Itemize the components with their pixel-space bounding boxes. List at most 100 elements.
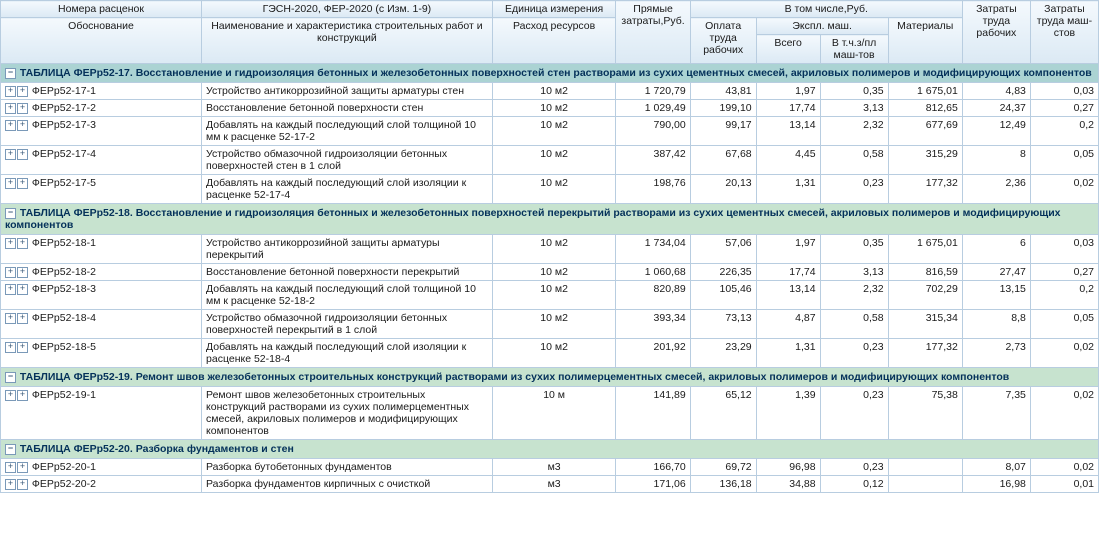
expand-icon[interactable]: + xyxy=(17,479,28,490)
cell-unit: м3 xyxy=(492,476,616,493)
cell-val-5: 16,98 xyxy=(962,476,1030,493)
expand-icon[interactable]: + xyxy=(5,462,16,473)
cell-desc: Устройство антикоррозийной защиты армату… xyxy=(202,83,493,100)
expand-icon[interactable]: + xyxy=(17,462,28,473)
expand-icon[interactable]: + xyxy=(17,313,28,324)
cell-val-1: 67,68 xyxy=(690,146,756,175)
table-row[interactable]: ++ ФЕРр52-20-1Разборка бутобетонных фунд… xyxy=(1,459,1099,476)
expand-icon[interactable]: + xyxy=(5,313,16,324)
table-row[interactable]: ++ ФЕРр52-17-2Восстановление бетонной по… xyxy=(1,100,1099,117)
table-header: Номера расценок ГЭСН-2020, ФЕР-2020 (с И… xyxy=(1,1,1099,64)
expand-icon[interactable]: + xyxy=(17,284,28,295)
expand-icon[interactable]: + xyxy=(5,103,16,114)
cell-val-3: 0,12 xyxy=(820,476,888,493)
cell-unit: 10 м2 xyxy=(492,146,616,175)
code-text: ФЕРр52-18-4 xyxy=(32,312,96,324)
cell-val-0: 201,92 xyxy=(616,339,690,368)
table-row[interactable]: ++ ФЕРр52-17-3Добавлять на каждый послед… xyxy=(1,117,1099,146)
hdr-just: Обоснование xyxy=(1,18,202,64)
code-text: ФЕРр52-17-1 xyxy=(32,85,96,97)
hdr-name-src: ГЭСН-2020, ФЕР-2020 (с Изм. 1-9) xyxy=(202,1,493,18)
collapse-icon[interactable]: − xyxy=(5,208,16,219)
cell-unit: 10 м2 xyxy=(492,83,616,100)
table-row[interactable]: ++ ФЕРр52-17-4Устройство обмазочной гидр… xyxy=(1,146,1099,175)
cell-val-5: 27,47 xyxy=(962,264,1030,281)
cell-val-2: 1,97 xyxy=(756,235,820,264)
code-text: ФЕРр52-18-2 xyxy=(32,266,96,278)
expand-icon[interactable]: + xyxy=(17,149,28,160)
cell-val-3: 0,58 xyxy=(820,146,888,175)
cell-unit: 10 м2 xyxy=(492,264,616,281)
cell-val-0: 1 060,68 xyxy=(616,264,690,281)
expand-icon[interactable]: + xyxy=(17,267,28,278)
hdr-rate: Расход ресурсов xyxy=(492,18,616,64)
expand-icon[interactable]: + xyxy=(5,284,16,295)
group-header[interactable]: − ТАБЛИЦА ФЕРр52-20. Разборка фундаменто… xyxy=(1,440,1099,459)
cell-val-0: 1 734,04 xyxy=(616,235,690,264)
cell-val-5: 24,37 xyxy=(962,100,1030,117)
cell-val-3: 2,32 xyxy=(820,117,888,146)
cell-desc: Добавлять на каждый последующий слой тол… xyxy=(202,281,493,310)
table-row[interactable]: ++ ФЕРр52-17-5Добавлять на каждый послед… xyxy=(1,175,1099,204)
expand-icon[interactable]: + xyxy=(17,120,28,131)
code-text: ФЕРр52-18-1 xyxy=(32,237,96,249)
expand-icon[interactable]: + xyxy=(5,120,16,131)
table-row[interactable]: ++ ФЕРр52-18-3Добавлять на каждый послед… xyxy=(1,281,1099,310)
collapse-icon[interactable]: − xyxy=(5,372,16,383)
cell-unit: 10 м2 xyxy=(492,117,616,146)
expand-icon[interactable]: + xyxy=(5,86,16,97)
expand-icon[interactable]: + xyxy=(17,342,28,353)
cell-code: ++ ФЕРр52-20-1 xyxy=(1,459,202,476)
cell-val-6: 0,01 xyxy=(1030,476,1098,493)
expand-icon[interactable]: + xyxy=(5,178,16,189)
cell-code: ++ ФЕРр52-18-2 xyxy=(1,264,202,281)
expand-icon[interactable]: + xyxy=(5,342,16,353)
cell-val-4: 812,65 xyxy=(888,100,962,117)
group-header[interactable]: − ТАБЛИЦА ФЕРр52-19. Ремонт швов железоб… xyxy=(1,368,1099,387)
cell-val-0: 387,42 xyxy=(616,146,690,175)
table-row[interactable]: ++ ФЕРр52-19-1Ремонт швов железобетонных… xyxy=(1,387,1099,440)
cell-val-3: 3,13 xyxy=(820,264,888,281)
expand-icon[interactable]: + xyxy=(17,103,28,114)
cell-val-1: 199,10 xyxy=(690,100,756,117)
collapse-icon[interactable]: − xyxy=(5,444,16,455)
table-row[interactable]: ++ ФЕРр52-18-5Добавлять на каждый послед… xyxy=(1,339,1099,368)
hdr-name: Наименование и характеристика строительн… xyxy=(202,18,493,64)
expand-icon[interactable]: + xyxy=(5,149,16,160)
expand-icon[interactable]: + xyxy=(17,238,28,249)
table-row[interactable]: ++ ФЕРр52-20-2Разборка фундаментов кирпи… xyxy=(1,476,1099,493)
cell-unit: 10 м xyxy=(492,387,616,440)
cell-val-0: 1 720,79 xyxy=(616,83,690,100)
table-row[interactable]: ++ ФЕРр52-18-4Устройство обмазочной гидр… xyxy=(1,310,1099,339)
cell-val-0: 1 029,49 xyxy=(616,100,690,117)
table-row[interactable]: ++ ФЕРр52-18-2Восстановление бетонной по… xyxy=(1,264,1099,281)
cell-val-4: 1 675,01 xyxy=(888,235,962,264)
hdr-mach-total: Всего xyxy=(756,35,820,64)
cell-code: ++ ФЕРр52-17-4 xyxy=(1,146,202,175)
group-header[interactable]: − ТАБЛИЦА ФЕРр52-17. Восстановление и ги… xyxy=(1,64,1099,83)
code-text: ФЕРр52-17-5 xyxy=(32,177,96,189)
cell-val-1: 20,13 xyxy=(690,175,756,204)
cell-val-4 xyxy=(888,459,962,476)
expand-icon[interactable]: + xyxy=(17,390,28,401)
table-row[interactable]: ++ ФЕРр52-18-1Устройство антикоррозийной… xyxy=(1,235,1099,264)
code-text: ФЕРр52-18-5 xyxy=(32,341,96,353)
cell-val-0: 141,89 xyxy=(616,387,690,440)
cell-val-6: 0,27 xyxy=(1030,100,1098,117)
cell-val-5: 8,8 xyxy=(962,310,1030,339)
expand-icon[interactable]: + xyxy=(17,178,28,189)
expand-icon[interactable]: + xyxy=(17,86,28,97)
hdr-wage: Оплата труда рабочих xyxy=(690,18,756,64)
cell-desc: Разборка фундаментов кирпичных с очистко… xyxy=(202,476,493,493)
group-header[interactable]: − ТАБЛИЦА ФЕРр52-18. Восстановление и ги… xyxy=(1,204,1099,235)
table-row[interactable]: ++ ФЕРр52-17-1 Устройство антикоррозийной… xyxy=(1,83,1099,100)
expand-icon[interactable]: + xyxy=(5,390,16,401)
expand-icon[interactable]: + xyxy=(5,238,16,249)
collapse-icon[interactable]: − xyxy=(5,68,16,79)
cell-val-4: 75,38 xyxy=(888,387,962,440)
expand-icon[interactable]: + xyxy=(5,479,16,490)
expand-icon[interactable]: + xyxy=(5,267,16,278)
cell-val-3: 0,58 xyxy=(820,310,888,339)
cell-val-2: 4,87 xyxy=(756,310,820,339)
cell-val-4: 177,32 xyxy=(888,339,962,368)
